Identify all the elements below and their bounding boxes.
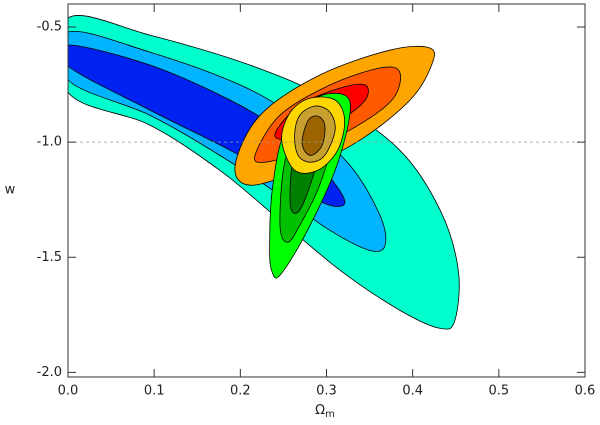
x-tick-label: 0.4 — [402, 384, 423, 399]
x-axis-label-main: Ω — [315, 403, 325, 418]
y-axis-label: w — [5, 183, 16, 198]
y-tick-label: -1.0 — [37, 135, 62, 150]
x-tick-label: 0.2 — [230, 384, 251, 399]
x-axis-label-sub: m — [325, 409, 335, 420]
x-tick-label: 0.0 — [58, 384, 79, 399]
plot-area — [68, 15, 585, 330]
x-tick-label: 0.5 — [488, 384, 509, 399]
x-axis-label: Ωm — [315, 403, 335, 421]
y-tick-label: -0.5 — [37, 20, 62, 35]
y-tick-label: -2.0 — [37, 365, 62, 380]
x-tick-label: 0.6 — [575, 384, 596, 399]
y-tick-label: -1.5 — [37, 250, 62, 265]
contour-region — [301, 115, 326, 156]
x-tick-label: 0.3 — [316, 384, 337, 399]
x-tick-label: 0.1 — [144, 384, 165, 399]
